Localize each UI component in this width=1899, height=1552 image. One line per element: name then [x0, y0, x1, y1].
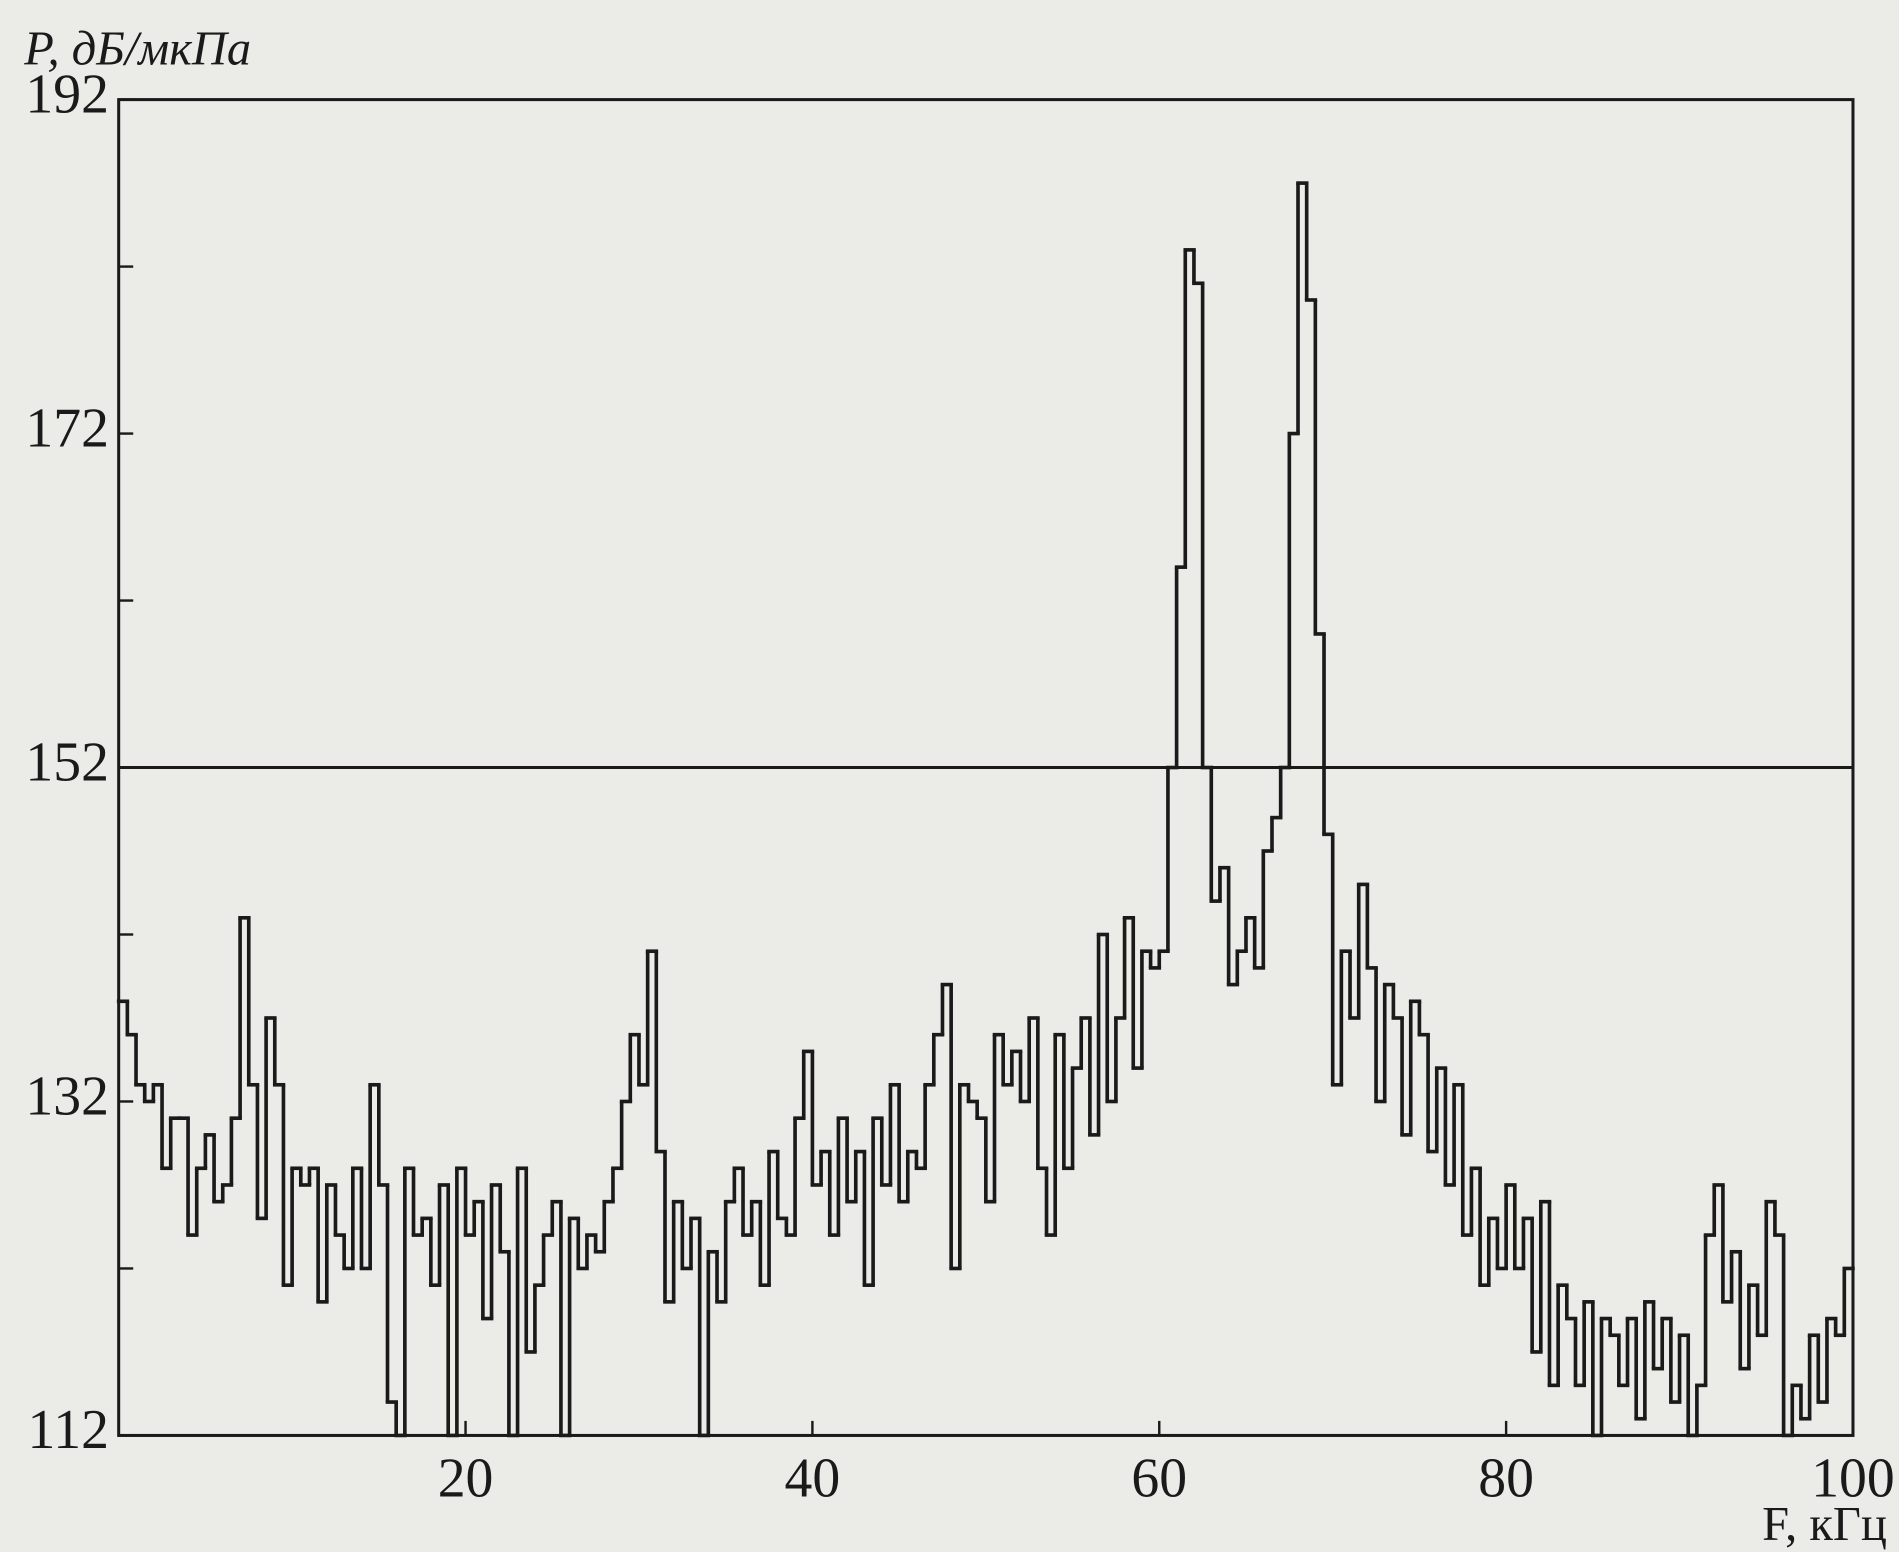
- y-tick-label: 132: [25, 1065, 109, 1127]
- x-tick-label: 20: [438, 1448, 494, 1510]
- x-tick-label: 80: [1478, 1448, 1534, 1510]
- y-tick-label: 152: [25, 731, 109, 793]
- y-tick-label: 192: [25, 63, 109, 125]
- y-axis-label: P, дБ/мкПа: [23, 23, 251, 76]
- step-riser: [125, 183, 1847, 1436]
- x-tick-label: 100: [1811, 1448, 1895, 1510]
- y-tick-label: 172: [25, 397, 109, 459]
- x-tick-label: 60: [1131, 1448, 1187, 1510]
- x-axis-label: F, кГц: [1762, 1498, 1887, 1551]
- x-tick-label: 40: [785, 1448, 841, 1510]
- y-tick-label: 112: [27, 1399, 109, 1461]
